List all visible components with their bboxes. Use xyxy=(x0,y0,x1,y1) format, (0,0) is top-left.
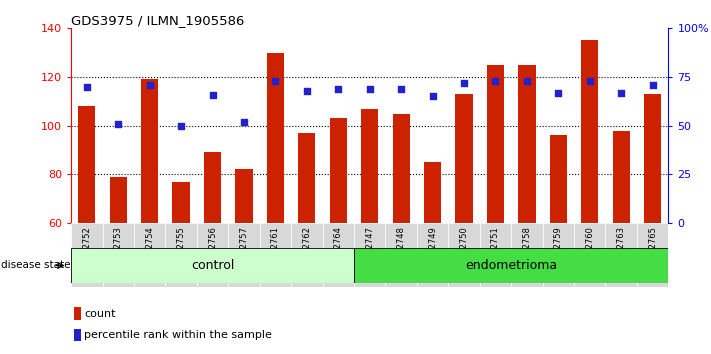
Bar xyxy=(424,162,442,223)
Bar xyxy=(417,223,449,287)
Text: GSM572765: GSM572765 xyxy=(648,226,657,277)
Bar xyxy=(487,65,504,223)
Bar xyxy=(267,53,284,223)
Bar xyxy=(166,223,197,287)
Point xyxy=(616,90,627,96)
Bar xyxy=(323,223,354,287)
Text: GSM572761: GSM572761 xyxy=(271,226,280,277)
Point xyxy=(364,86,375,92)
Bar xyxy=(606,223,637,287)
Point xyxy=(647,82,658,88)
Bar xyxy=(354,248,668,283)
Bar xyxy=(455,94,473,223)
Text: percentile rank within the sample: percentile rank within the sample xyxy=(84,330,272,340)
Bar xyxy=(581,40,599,223)
Bar xyxy=(291,223,323,287)
Bar xyxy=(550,135,567,223)
Bar xyxy=(228,223,260,287)
Text: GSM572757: GSM572757 xyxy=(240,226,248,277)
Text: GSM572755: GSM572755 xyxy=(176,226,186,277)
Point xyxy=(81,84,92,90)
Bar xyxy=(141,79,159,223)
Bar xyxy=(637,223,668,287)
Bar xyxy=(361,109,378,223)
Point xyxy=(238,119,250,125)
Bar xyxy=(78,106,95,223)
Text: GSM572756: GSM572756 xyxy=(208,226,217,277)
Text: endometrioma: endometrioma xyxy=(465,259,557,272)
Point xyxy=(427,93,438,99)
Bar xyxy=(518,65,535,223)
Bar xyxy=(260,223,291,287)
Bar xyxy=(197,223,228,287)
Text: count: count xyxy=(84,309,115,319)
Text: disease state: disease state xyxy=(1,261,71,270)
Text: GSM572758: GSM572758 xyxy=(523,226,531,277)
Bar xyxy=(354,223,385,287)
Point xyxy=(333,86,344,92)
Bar xyxy=(574,223,606,287)
Text: GSM572751: GSM572751 xyxy=(491,226,500,277)
Text: GSM572748: GSM572748 xyxy=(397,226,406,277)
Text: GSM572747: GSM572747 xyxy=(365,226,374,277)
Point xyxy=(584,78,595,84)
Bar xyxy=(74,329,81,341)
Bar xyxy=(511,223,542,287)
Point xyxy=(490,78,501,84)
Bar xyxy=(449,223,480,287)
Bar xyxy=(385,223,417,287)
Bar xyxy=(480,223,511,287)
Point xyxy=(144,82,156,88)
Bar xyxy=(298,133,316,223)
Point xyxy=(395,86,407,92)
Bar xyxy=(330,118,347,223)
Text: GSM572764: GSM572764 xyxy=(333,226,343,277)
Bar xyxy=(109,177,127,223)
Bar xyxy=(235,170,252,223)
Point xyxy=(301,88,313,93)
Text: GSM572749: GSM572749 xyxy=(428,226,437,277)
Point xyxy=(552,90,564,96)
Text: control: control xyxy=(191,259,234,272)
Text: GSM572759: GSM572759 xyxy=(554,226,563,277)
Bar xyxy=(542,223,574,287)
Point xyxy=(269,78,281,84)
Bar xyxy=(173,182,190,223)
Bar xyxy=(644,94,661,223)
Point xyxy=(459,80,470,86)
Bar xyxy=(74,307,81,320)
Bar xyxy=(613,131,630,223)
Bar xyxy=(204,153,221,223)
Text: GSM572763: GSM572763 xyxy=(616,226,626,277)
Point xyxy=(521,78,533,84)
Point xyxy=(112,121,124,127)
Point xyxy=(176,123,187,129)
Text: GSM572760: GSM572760 xyxy=(585,226,594,277)
Text: GSM572750: GSM572750 xyxy=(459,226,469,277)
Bar xyxy=(102,223,134,287)
Text: GDS3975 / ILMN_1905586: GDS3975 / ILMN_1905586 xyxy=(71,14,245,27)
Bar xyxy=(71,223,102,287)
Text: GSM572754: GSM572754 xyxy=(145,226,154,277)
Text: GSM572752: GSM572752 xyxy=(82,226,91,277)
Point xyxy=(207,92,218,97)
Bar xyxy=(392,114,410,223)
Bar xyxy=(71,248,354,283)
Text: GSM572762: GSM572762 xyxy=(302,226,311,277)
Bar xyxy=(134,223,166,287)
Text: GSM572753: GSM572753 xyxy=(114,226,123,277)
